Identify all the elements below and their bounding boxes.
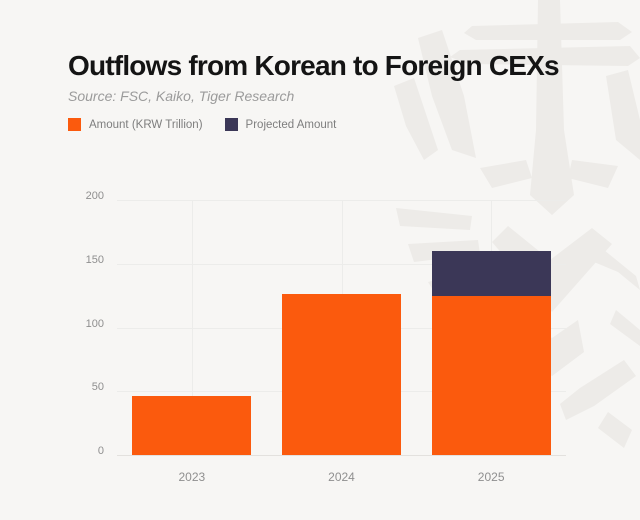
y-axis-tick-0: 0 bbox=[97, 445, 104, 457]
gridline-x-2023 bbox=[191, 200, 193, 455]
legend-label-amount: Amount (KRW Trillion) bbox=[89, 118, 203, 131]
legend: Amount (KRW Trillion) Projected Amount bbox=[68, 118, 336, 131]
bar-2025-amount bbox=[431, 295, 551, 455]
y-axis-tick-100: 100 bbox=[85, 317, 104, 330]
amount-swatch bbox=[68, 118, 81, 131]
x-axis-tick-2025: 2025 bbox=[477, 470, 505, 484]
x-axis-tick-2023: 2023 bbox=[178, 470, 206, 484]
bar-2023-amount bbox=[132, 396, 252, 455]
y-axis-tick-200: 200 bbox=[85, 190, 104, 202]
bar-2024-amount bbox=[282, 294, 401, 455]
page-title: Outflows from Korean to Foreign CEXs bbox=[68, 50, 560, 81]
projected-swatch bbox=[224, 118, 238, 131]
legend-label-projected: Projected Amount bbox=[245, 118, 337, 131]
gridline-y-0 bbox=[117, 455, 566, 456]
source-caption: Source: FSC, Kaiko, Tiger Research bbox=[68, 88, 295, 104]
y-axis-tick-150: 150 bbox=[85, 253, 104, 266]
legend-item-amount: Amount (KRW Trillion) bbox=[68, 118, 203, 131]
y-axis-tick-50: 50 bbox=[91, 381, 104, 394]
legend-item-projected: Projected Amount bbox=[224, 118, 337, 131]
x-axis-tick-2024: 2024 bbox=[328, 470, 355, 484]
bar-2025-projected bbox=[431, 251, 551, 296]
